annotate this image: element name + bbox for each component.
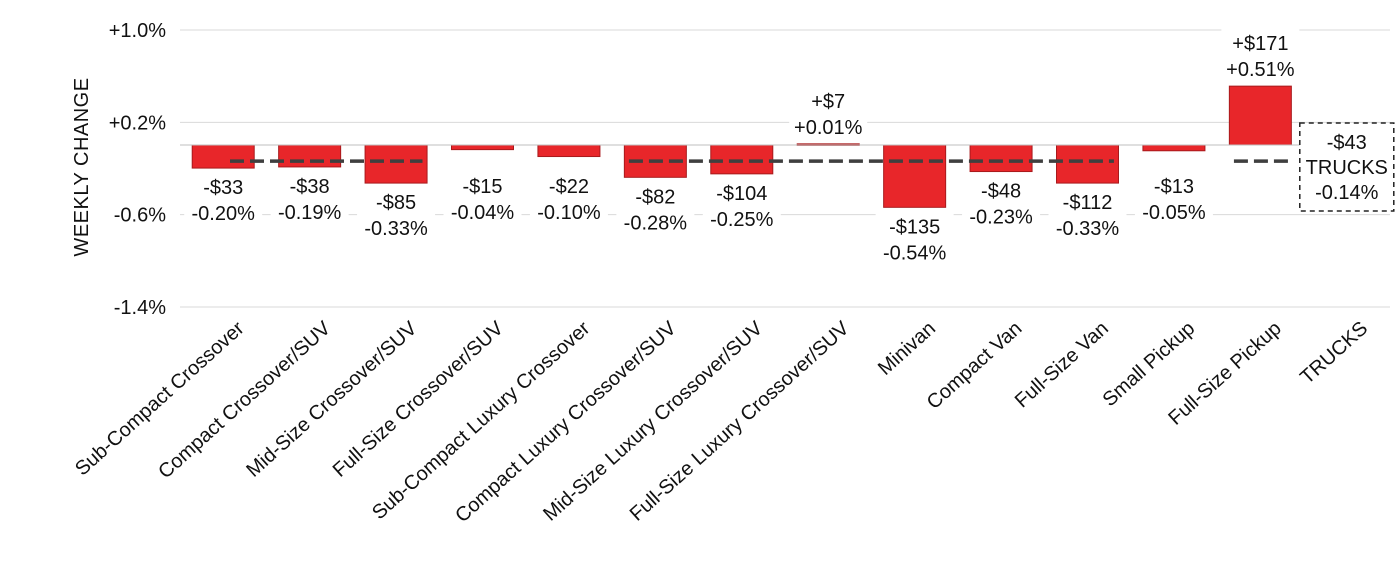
percent-label: -0.19%	[278, 202, 342, 224]
data-label-background	[184, 173, 263, 228]
dollar-label: -$104	[716, 183, 767, 205]
data-label-background	[357, 188, 436, 243]
data-label-background	[443, 172, 522, 227]
dollar-label: -$22	[549, 176, 589, 198]
percent-label: -0.25%	[710, 209, 774, 231]
x-category-label: Mid-Size Crossover/SUV	[242, 317, 422, 482]
dollar-label: -$85	[376, 192, 416, 214]
bar	[451, 144, 514, 151]
bar	[1228, 85, 1292, 146]
percent-label: -0.28%	[624, 212, 688, 234]
percent-label: +0.01%	[794, 117, 863, 139]
summary-box-border	[1299, 122, 1395, 212]
percent-label: +0.51%	[1226, 59, 1295, 81]
percent-label: -0.20%	[192, 203, 256, 225]
data-labels: -$33 -0.20% -$38 -0.19% -$85 -0.33% -$15 -0.04%…	[184, 29, 1300, 267]
percent-label: -0.05%	[1142, 202, 1206, 224]
dollar-label: +$7	[811, 91, 845, 113]
data-label-background	[702, 178, 781, 233]
x-category-label: Compact Crossover/SUV	[154, 317, 335, 483]
summary-name-label: TRUCKS	[1306, 157, 1388, 179]
data-label-background	[789, 86, 868, 141]
percent-label: -0.04%	[451, 202, 515, 224]
y-tick-label: -1.4%	[114, 297, 166, 319]
dollar-label: -$33	[203, 177, 243, 199]
x-category-label: Full-Size Van	[1011, 317, 1113, 412]
y-tick-label: +1.0%	[109, 20, 166, 42]
bars	[191, 85, 1292, 208]
x-category-label: Full-Size Crossover/SUV	[329, 317, 509, 482]
data-label-background	[270, 172, 349, 227]
summary-percent-label: -0.14%	[1315, 182, 1379, 204]
bar	[1056, 144, 1119, 184]
dollar-label: -$135	[889, 216, 940, 238]
percent-label: -0.23%	[969, 207, 1033, 229]
y-axis-label: WEEKLY CHANGE	[71, 77, 93, 256]
data-label-background	[1221, 29, 1300, 84]
bar	[883, 144, 947, 208]
data-label-background	[962, 176, 1041, 231]
bar	[191, 144, 255, 169]
x-category-label: Sub-Compact Crossover	[71, 317, 249, 480]
percent-label: -0.54%	[883, 242, 947, 264]
bar	[1142, 144, 1206, 152]
dollar-label: -$38	[290, 176, 330, 198]
gridlines	[180, 29, 1390, 308]
bar	[537, 144, 601, 158]
percent-label: -0.33%	[364, 218, 428, 240]
percent-label: -0.33%	[1056, 218, 1120, 240]
bar	[969, 144, 1033, 173]
summary-dollar-label: -$43	[1327, 132, 1367, 154]
dollar-label: -$48	[981, 181, 1021, 203]
bar	[278, 144, 342, 168]
data-label-background	[616, 182, 695, 237]
data-label-background	[1048, 188, 1127, 243]
dollar-label: -$13	[1154, 176, 1194, 198]
y-tick-label: -0.6%	[114, 205, 166, 227]
dollar-label: -$82	[635, 186, 675, 208]
dollar-label: -$15	[462, 176, 502, 198]
y-tick-label: +0.2%	[109, 112, 166, 134]
data-label-background	[1134, 172, 1213, 227]
x-category-label: TRUCKS	[1296, 317, 1372, 388]
x-category-label: Minivan	[874, 317, 940, 379]
percent-label: -0.10%	[537, 202, 601, 224]
trucks-summary-box: -$43 TRUCKS -0.14%	[1299, 122, 1395, 212]
dollar-label: -$112	[1063, 192, 1113, 214]
bar	[364, 144, 428, 184]
y-axis-ticks: +1.0% +0.2% -0.6% -1.4%	[109, 20, 166, 319]
dollar-label: +$171	[1232, 33, 1288, 55]
data-label-background	[529, 172, 608, 227]
data-label-background	[875, 212, 954, 267]
